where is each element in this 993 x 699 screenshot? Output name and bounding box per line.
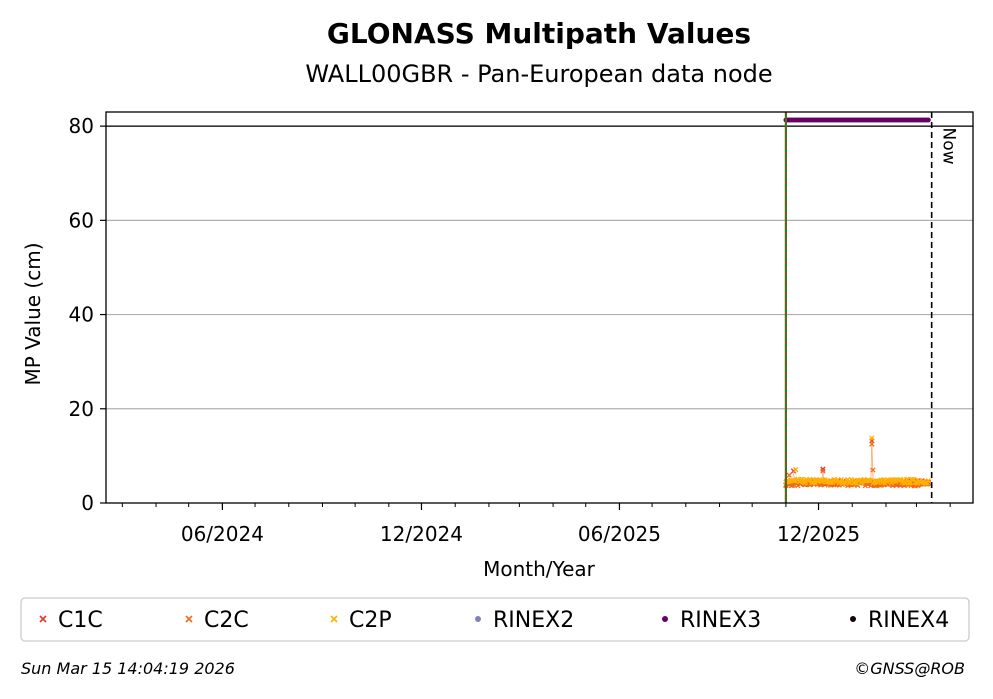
data-point-c2p <box>838 476 845 483</box>
legend-label-rinex2: RINEX2 <box>493 608 574 633</box>
y-tick-label: 60 <box>69 208 94 232</box>
legend-label-c2c: C2C <box>204 608 249 633</box>
legend-frame <box>20 597 970 642</box>
y-tick-label: 40 <box>69 303 94 327</box>
y-tick-label: 0 <box>81 491 94 515</box>
data-point-rinex3 <box>925 117 931 123</box>
now-label: Now <box>939 127 959 164</box>
x-tick-label: 06/2025 <box>578 522 661 546</box>
legend-label-c2p: C2P <box>349 608 392 633</box>
chart-title: GLONASS Multipath Values <box>327 17 751 50</box>
legend-marker-c1c <box>39 615 47 623</box>
y-axis-label: MP Value (cm) <box>21 242 45 385</box>
data-point-c2c <box>870 467 876 473</box>
legend: C1C C2C C2P RINEX2 RINEX3 RINEX4 <box>20 597 970 642</box>
data-point-c1c <box>820 466 826 472</box>
grid-layer <box>106 125 973 410</box>
y-tick-label: 80 <box>69 114 94 138</box>
x-tick-label: 06/2024 <box>181 522 264 546</box>
legend-marker-rinex3 <box>662 616 668 622</box>
legend-marker-rinex2 <box>475 616 481 622</box>
axis-layer: 0 20 40 60 80 06/2024 12/2024 06/2025 12/2025 <box>69 114 951 546</box>
legend-label-c1c: C1C <box>58 608 103 633</box>
data-layer: Now <box>783 112 959 503</box>
legend-items: C1C C2C C2P RINEX2 RINEX3 RINEX4 <box>39 608 949 633</box>
data-point-c2p <box>846 480 852 486</box>
data-point-c2p <box>925 478 932 484</box>
x-axis-label: Month/Year <box>483 557 596 581</box>
legend-marker-rinex4 <box>850 616 856 622</box>
legend-label-rinex3: RINEX3 <box>680 608 761 633</box>
chart-subtitle: WALL00GBR - Pan-European data node <box>305 60 772 88</box>
data-point-c2p <box>869 435 875 441</box>
footer-timestamp: Sun Mar 15 14:04:19 2026 <box>21 659 235 678</box>
plot-frame <box>105 111 974 504</box>
legend-marker-c2p <box>330 615 338 623</box>
x-tick-label: 12/2024 <box>380 522 463 546</box>
x-tick-label: 12/2025 <box>777 522 860 546</box>
legend-marker-c2c <box>185 615 193 623</box>
data-point-c2c <box>786 472 792 478</box>
y-tick-label: 20 <box>69 397 94 421</box>
footer-credit: ©GNSS@ROB <box>854 659 965 678</box>
legend-label-rinex4: RINEX4 <box>868 608 949 633</box>
data-point-c2c <box>869 441 875 447</box>
data-point-c2c <box>820 468 826 474</box>
series-line-c2p <box>785 437 929 485</box>
data-point-c2p <box>793 466 799 473</box>
